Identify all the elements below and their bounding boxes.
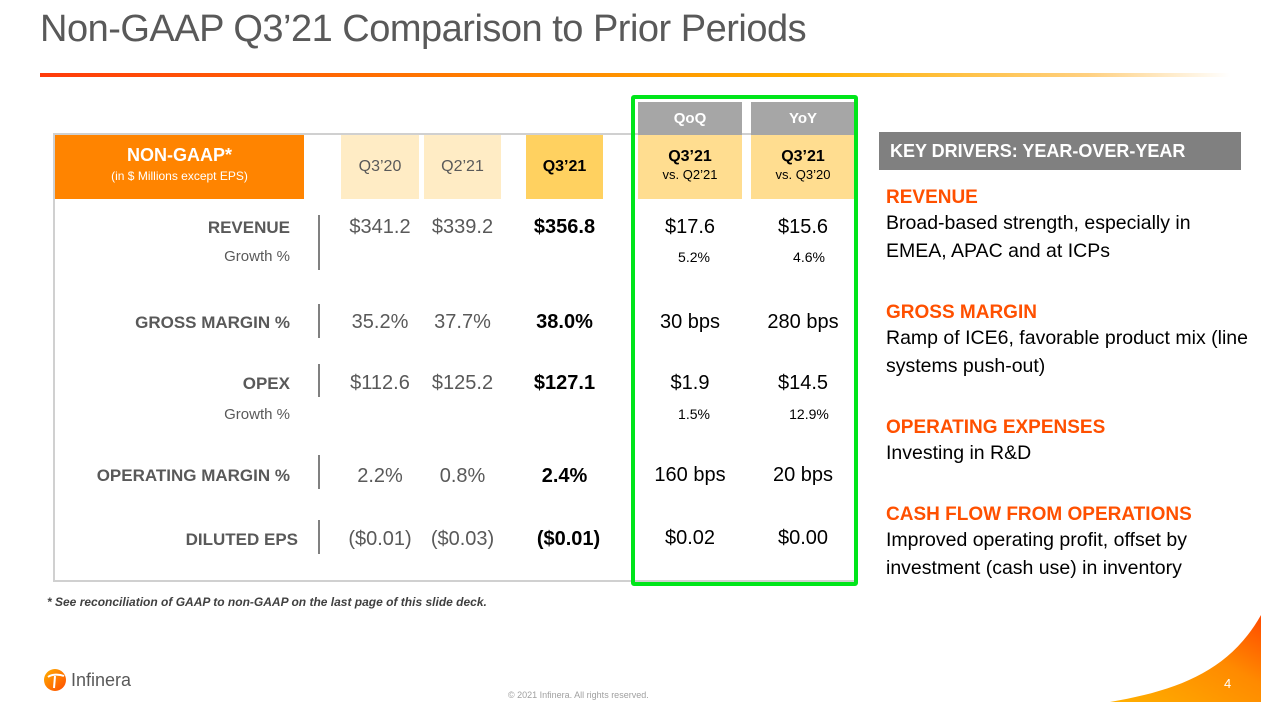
footnote: * See reconciliation of GAAP to non-GAAP… xyxy=(47,595,487,609)
row-sublabel-opex-growth: Growth % xyxy=(224,406,290,423)
row-label-gross-margin: GROSS MARGIN % xyxy=(135,313,290,332)
revenue-q3-20: $341.2 xyxy=(349,216,411,238)
row-label-opex: OPEX xyxy=(242,374,290,393)
driver-title: REVENUE xyxy=(886,187,978,208)
driver-gross-margin: GROSS MARGIN Ramp of ICE6, favorable pro… xyxy=(886,302,1256,380)
column-header-yoy: Q3’21 vs. Q3’20 xyxy=(751,135,855,199)
tab-qoq: QoQ xyxy=(638,102,742,135)
column-header-q2-21: Q2’21 xyxy=(424,135,501,199)
row-label-revenue: REVENUE xyxy=(207,218,290,237)
eps-qoq: $0.02 xyxy=(664,527,716,549)
opex-yoy: $14.5 xyxy=(777,372,829,394)
column-header-q3-21: Q3’21 xyxy=(526,135,603,199)
gross-margin-q2-21: 37.7% xyxy=(434,311,491,333)
opex-qoq: $1.9 xyxy=(670,372,710,394)
row-sublabel-revenue-growth: Growth % xyxy=(224,248,290,265)
column-header-q3-20: Q3’20 xyxy=(341,135,419,199)
driver-title: GROSS MARGIN xyxy=(886,302,1037,323)
operating-margin-yoy: 20 bps xyxy=(772,464,834,486)
revenue-qoq-growth: 5.2% xyxy=(678,249,710,265)
gross-margin-q3-21: 38.0% xyxy=(536,311,593,333)
header-label: NON-GAAP* xyxy=(126,145,232,165)
revenue-q2-21: $339.2 xyxy=(431,216,494,238)
opex-qoq-growth: 1.5% xyxy=(678,406,710,422)
eps-q3-20: ($0.01) xyxy=(348,528,412,550)
driver-text: Broad-based strength, especially in EMEA… xyxy=(886,212,1191,262)
operating-margin-q2-21: 0.8% xyxy=(439,465,486,487)
infinera-logo: Infinera xyxy=(43,668,131,692)
column-header-qoq: Q3’21 vs. Q2’21 xyxy=(638,135,742,199)
page-title: Non-GAAP Q3’21 Comparison to Prior Perio… xyxy=(40,8,807,50)
revenue-yoy: $15.6 xyxy=(777,216,829,238)
brand-name: Infinera xyxy=(71,669,132,690)
infinera-logo-icon xyxy=(44,669,66,691)
table-header-nongaap: NON-GAAP* (in $ Millions except EPS) xyxy=(55,135,304,199)
copyright: © 2021 Infinera. All rights reserved. xyxy=(508,690,649,700)
driver-text: Improved operating profit, offset by inv… xyxy=(886,529,1187,579)
operating-margin-q3-20: 2.2% xyxy=(357,465,403,487)
financial-table-frame xyxy=(53,133,858,582)
row-separator xyxy=(318,304,320,338)
driver-operating-expenses: OPERATING EXPENSES Investing in R&D xyxy=(886,417,1256,467)
revenue-yoy-growth: 4.6% xyxy=(793,249,825,265)
opex-yoy-growth: 12.9% xyxy=(789,406,829,422)
eps-yoy: $0.00 xyxy=(777,527,829,549)
header-sublabel: (in $ Millions except EPS) xyxy=(111,169,248,183)
driver-title: OPERATING EXPENSES xyxy=(886,417,1106,438)
operating-margin-q3-21: 2.4% xyxy=(541,465,588,487)
comparison-highlight-box xyxy=(631,95,858,586)
driver-revenue: REVENUE Broad-based strength, especially… xyxy=(886,187,1256,265)
row-separator xyxy=(318,520,320,554)
opex-q3-21: $127.1 xyxy=(533,372,596,394)
row-separator xyxy=(318,455,320,489)
row-separator xyxy=(318,364,320,397)
corner-swoosh-decoration xyxy=(1110,615,1261,702)
yoy-header-line1: Q3’21 xyxy=(781,148,825,165)
opex-q2-21: $125.2 xyxy=(431,372,494,394)
tab-yoy: YoY xyxy=(751,102,855,135)
revenue-qoq: $17.6 xyxy=(664,216,716,238)
driver-text: Investing in R&D xyxy=(886,442,1032,464)
gross-margin-yoy: 280 bps xyxy=(767,311,839,333)
opex-q3-20: $112.6 xyxy=(350,372,410,394)
row-separator xyxy=(318,215,320,270)
page-number: 4 xyxy=(1224,676,1232,691)
key-drivers-heading: KEY DRIVERS: YEAR-OVER-YEAR xyxy=(879,132,1241,170)
revenue-q3-21: $356.8 xyxy=(533,216,596,238)
qoq-header-line2: vs. Q2’21 xyxy=(662,167,718,182)
driver-cash-flow: CASH FLOW FROM OPERATIONS Improved opera… xyxy=(886,504,1256,582)
eps-q3-21: ($0.01) xyxy=(536,528,601,550)
qoq-header-line1: Q3’21 xyxy=(668,148,712,165)
operating-margin-qoq: 160 bps xyxy=(654,464,726,486)
row-label-operating-margin: OPERATING MARGIN % xyxy=(96,466,290,485)
eps-q2-21: ($0.03) xyxy=(430,528,495,550)
gross-margin-q3-20: 35.2% xyxy=(351,311,409,333)
yoy-header-line2: vs. Q3’20 xyxy=(775,167,831,182)
title-divider xyxy=(40,73,1230,77)
gross-margin-qoq: 30 bps xyxy=(659,311,721,333)
driver-text: Ramp of ICE6, favorable product mix (lin… xyxy=(886,327,1248,377)
row-label-diluted-eps: DILUTED EPS xyxy=(185,530,298,549)
driver-title: CASH FLOW FROM OPERATIONS xyxy=(886,504,1192,525)
